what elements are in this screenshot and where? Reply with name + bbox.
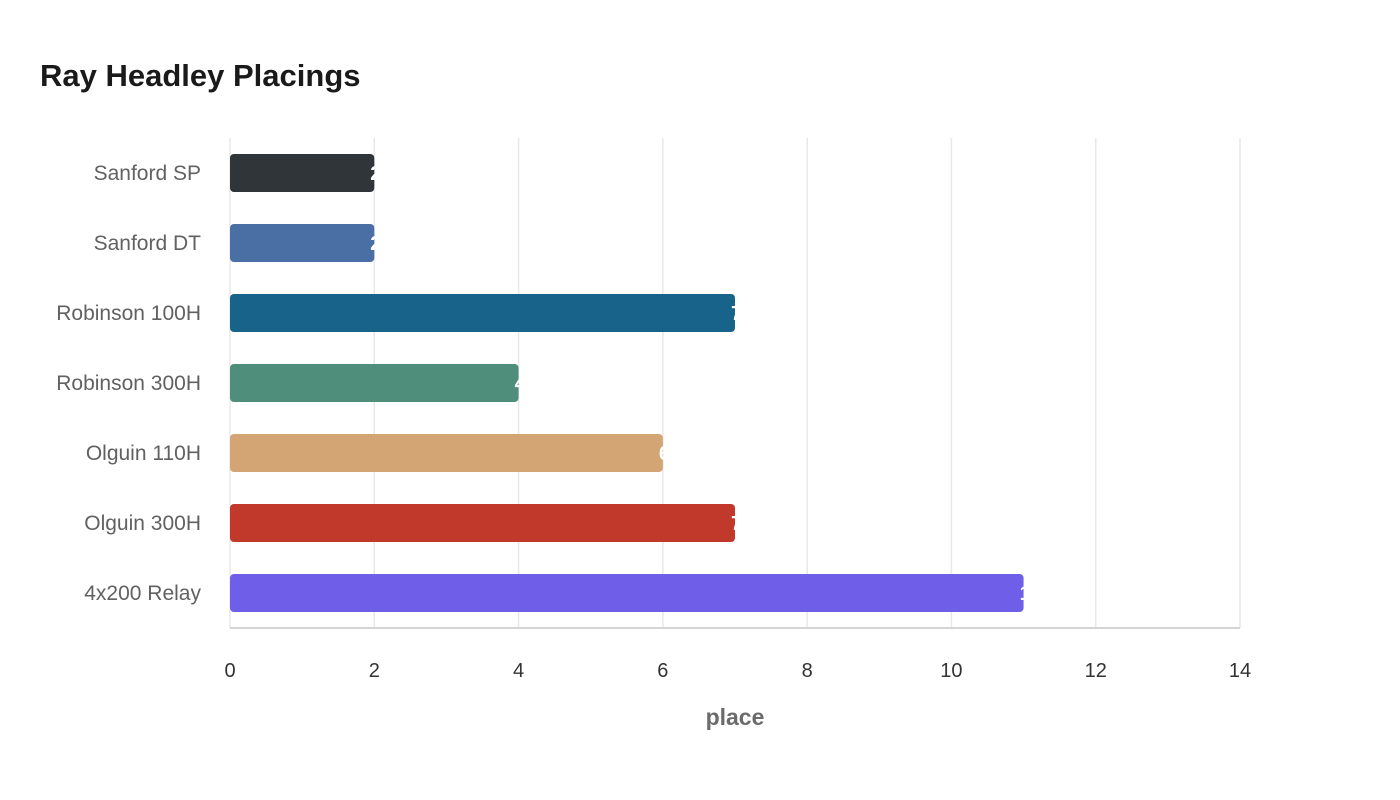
category-label: Robinson 300H — [56, 372, 201, 395]
bar-value-label: 7 — [731, 513, 742, 535]
x-axis-title: place — [706, 704, 765, 730]
category-label: Sanford DT — [94, 232, 202, 255]
x-tick-label: 14 — [1229, 660, 1251, 682]
category-label: Olguin 300H — [84, 512, 201, 535]
bar — [230, 154, 375, 192]
data-labels: 2 2 7 4 6 7 11 — [370, 163, 1040, 605]
bar-value-label: 7 — [731, 303, 742, 325]
category-label: Robinson 100H — [56, 302, 201, 325]
category-label: Olguin 110H — [86, 442, 201, 465]
bar-value-label: 11 — [1020, 583, 1041, 605]
bar — [230, 224, 375, 262]
x-tick-label: 10 — [940, 660, 962, 682]
x-tick-label: 2 — [369, 660, 380, 682]
bar — [230, 364, 519, 402]
bar-value-label: 2 — [370, 163, 381, 185]
bar-value-label: 6 — [659, 443, 670, 465]
x-tick-label: 6 — [657, 660, 668, 682]
bar — [230, 574, 1024, 612]
bar-value-label: 2 — [370, 233, 381, 255]
bar — [230, 434, 663, 472]
x-tick-label: 0 — [224, 660, 235, 682]
x-tick-label: 4 — [513, 660, 524, 682]
bar-value-label: 4 — [515, 373, 527, 395]
x-tick-labels: 0 2 4 6 8 10 12 14 — [224, 660, 1251, 682]
category-labels: Sanford SP Sanford DT Robinson 100H Robinso… — [56, 162, 201, 605]
x-tick-label: 12 — [1085, 660, 1107, 682]
bar — [230, 504, 735, 542]
x-tick-label: 8 — [802, 660, 813, 682]
chart-title: Ray Headley Placings — [40, 58, 361, 93]
category-label: Sanford SP — [94, 162, 201, 185]
category-label: 4x200 Relay — [84, 582, 201, 605]
bar — [230, 294, 735, 332]
bars — [230, 154, 1024, 612]
